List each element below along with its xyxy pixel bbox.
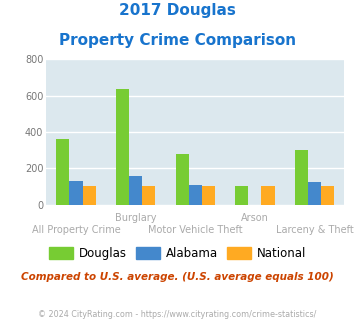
Text: Compared to U.S. average. (U.S. average equals 100): Compared to U.S. average. (U.S. average … bbox=[21, 272, 334, 282]
Bar bbox=[202, 186, 215, 205]
Text: © 2024 CityRating.com - https://www.cityrating.com/crime-statistics/: © 2024 CityRating.com - https://www.city… bbox=[38, 310, 317, 319]
Bar bbox=[235, 186, 248, 205]
Bar bbox=[321, 186, 334, 205]
Legend: Douglas, Alabama, National: Douglas, Alabama, National bbox=[44, 242, 311, 265]
Bar bbox=[176, 154, 189, 205]
Bar bbox=[308, 182, 321, 205]
Text: Motor Vehicle Theft: Motor Vehicle Theft bbox=[148, 225, 242, 235]
Bar bbox=[82, 186, 95, 205]
Bar bbox=[70, 181, 82, 205]
Bar bbox=[56, 139, 70, 205]
Bar bbox=[261, 186, 274, 205]
Bar bbox=[189, 185, 202, 205]
Text: Larceny & Theft: Larceny & Theft bbox=[275, 225, 354, 235]
Text: All Property Crime: All Property Crime bbox=[32, 225, 120, 235]
Bar bbox=[295, 150, 308, 205]
Text: 2017 Douglas: 2017 Douglas bbox=[119, 3, 236, 18]
Text: Arson: Arson bbox=[241, 213, 269, 223]
Bar bbox=[129, 177, 142, 205]
Bar bbox=[116, 89, 129, 205]
Text: Burglary: Burglary bbox=[115, 213, 156, 223]
Bar bbox=[142, 186, 155, 205]
Text: Property Crime Comparison: Property Crime Comparison bbox=[59, 33, 296, 48]
